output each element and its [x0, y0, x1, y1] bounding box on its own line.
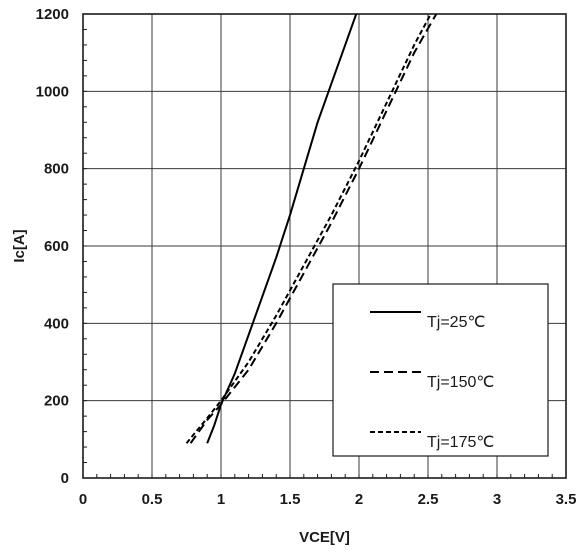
x-tick-label: 1.5	[280, 491, 301, 508]
x-tick-labels: 0 0.5 1 1.5 2 2.5 3 3.5	[79, 491, 577, 508]
x-tick-label: 2	[355, 491, 363, 508]
legend-box	[332, 283, 549, 457]
y-tick-label: 200	[44, 393, 69, 410]
y-tick-label: 0	[61, 470, 69, 487]
y-tick-label: 400	[44, 315, 69, 332]
x-axis-label: VCE[V]	[299, 529, 350, 546]
x-tick-label: 0	[79, 491, 87, 508]
x-tick-label: 0.5	[142, 491, 163, 508]
y-tick-label: 1200	[36, 6, 69, 23]
legend-label-1: Tj=25℃	[427, 314, 485, 331]
y-tick-labels: 0 200 400 600 800 1000 1200	[36, 6, 69, 487]
series-line-2	[189, 13, 438, 444]
y-tick-label: 1000	[36, 83, 69, 100]
legend-label-2: Tj=150℃	[427, 374, 494, 391]
x-tick-label: 3	[493, 491, 501, 508]
series-group	[185, 13, 438, 444]
x-tick-label: 1	[217, 491, 225, 508]
y-axis-label: Ic[A]	[11, 229, 28, 262]
plot-area-frame	[82, 13, 567, 479]
series-line-3	[185, 13, 432, 444]
legend: Tj=25℃ Tj=150℃ Tj=175℃	[332, 283, 549, 457]
x-tick-label: 2.5	[418, 491, 439, 508]
legend-label-3: Tj=175℃	[427, 434, 494, 451]
y-tick-label: 600	[44, 238, 69, 255]
x-tick-label: 3.5	[556, 491, 577, 508]
y-tick-label: 800	[44, 161, 69, 178]
grid	[83, 14, 566, 478]
